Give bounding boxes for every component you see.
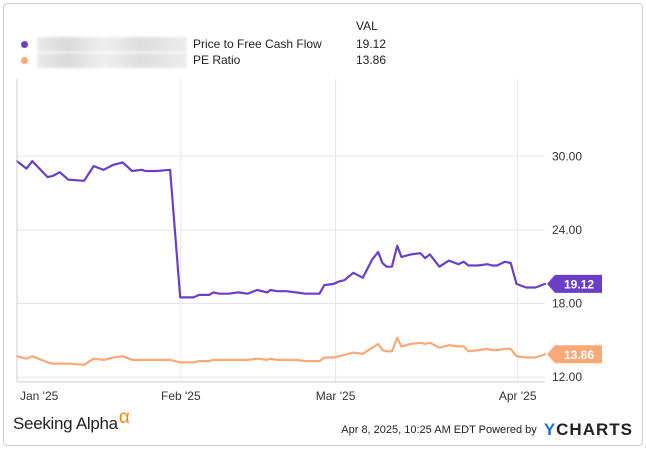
legend-redacted-company bbox=[37, 37, 187, 52]
legend-marker-pfcf bbox=[21, 41, 28, 48]
end-label-pfcf: 19.12 bbox=[547, 274, 602, 293]
legend-value-pe: 13.86 bbox=[356, 53, 387, 67]
y-tick-label: 24.00 bbox=[552, 223, 582, 237]
legend-name-pe: PE Ratio bbox=[193, 53, 241, 67]
legend: VAL Price to Free Cash Flow 19.12 PE Rat… bbox=[0, 0, 646, 80]
series-line-pe bbox=[15, 336, 547, 366]
ycharts-logo-text: CHARTS bbox=[556, 420, 633, 439]
x-tick-label: Feb '25 bbox=[161, 389, 201, 403]
ycharts-logo-y: Y bbox=[543, 420, 557, 439]
x-tick-label: Jan '25 bbox=[20, 389, 59, 403]
seeking-alpha-wordmark: Seeking Alpha bbox=[13, 414, 118, 433]
series-lines bbox=[15, 160, 547, 366]
seeking-alpha-logo: Seeking Alphaα bbox=[13, 407, 130, 435]
end-label-flag bbox=[547, 274, 602, 293]
end-label-pe: 13.86 bbox=[547, 345, 602, 364]
legend-row-pfcf[interactable]: Price to Free Cash Flow 19.12 bbox=[0, 37, 646, 53]
legend-row-pe[interactable]: PE Ratio 13.86 bbox=[0, 53, 646, 69]
end-label-text: 19.12 bbox=[564, 277, 594, 291]
x-tick-label: Apr '25 bbox=[499, 389, 537, 403]
axes: 12.00 18.00 24.00 30.00 Jan '25 Feb '25 Mar '2… bbox=[16, 79, 582, 403]
y-tick-label: 12.00 bbox=[552, 370, 582, 384]
y-tick-label: 18.00 bbox=[552, 296, 582, 310]
alpha-icon: α bbox=[118, 407, 130, 428]
ycharts-logo: YCHARTS bbox=[544, 420, 633, 439]
legend-value-pfcf: 19.12 bbox=[356, 37, 387, 51]
legend-value-header: VAL bbox=[356, 19, 378, 33]
y-tick-label: 30.00 bbox=[552, 149, 582, 163]
legend-marker-pe bbox=[21, 57, 28, 64]
end-label-text: 13.86 bbox=[564, 348, 594, 362]
end-label-flag bbox=[547, 345, 602, 364]
legend-name-pfcf: Price to Free Cash Flow bbox=[193, 37, 322, 51]
end-labels: 19.12 13.86 bbox=[547, 274, 602, 364]
footer-attribution: Apr 8, 2025, 10:25 AM EDT Powered by YCH… bbox=[341, 420, 633, 440]
timestamp: Apr 8, 2025, 10:25 AM EDT bbox=[341, 424, 476, 436]
series-line-pfcf bbox=[15, 160, 547, 299]
grid bbox=[16, 79, 545, 382]
x-tick-label: Mar '25 bbox=[316, 389, 356, 403]
powered-by-text: Powered by bbox=[478, 424, 537, 436]
legend-redacted-company bbox=[37, 53, 187, 68]
chart-frame bbox=[3, 3, 643, 446]
